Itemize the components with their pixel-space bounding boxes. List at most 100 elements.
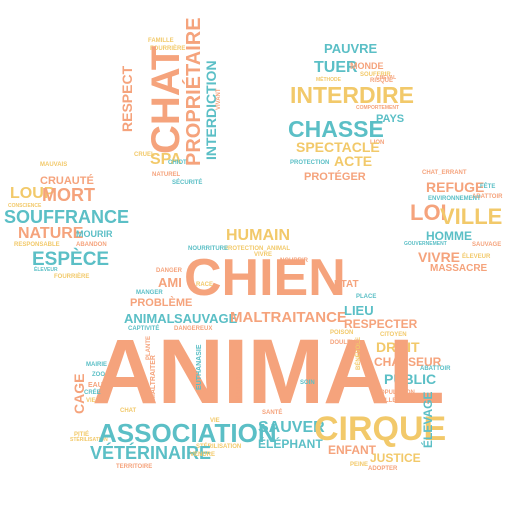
word-loi: LOI (410, 200, 447, 225)
word-population: POPULATION (376, 390, 415, 396)
word-mauvais: MAUVAIS (40, 162, 68, 168)
word-conscience: CONSCIENCE (8, 203, 42, 209)
word-chat-errant: CHAT_ERRANT (422, 170, 467, 176)
word-risque: RISQUE (370, 78, 394, 84)
word-abattoir: ABATTOIR (472, 194, 503, 200)
word-manger: MANGER (136, 290, 163, 296)
word-elephant: ÉLÉPHANT (258, 437, 323, 451)
word-protection: PROTECTION (290, 160, 330, 166)
word-nourriture: NOURRITURE (188, 246, 228, 252)
word-environnement: ENVIRONNEMENT (428, 196, 481, 202)
word-proteger: PROTÉGER (304, 171, 366, 183)
word-fete: FÊTE (480, 184, 496, 190)
word-abattoir-2: ABATTOIR (420, 366, 451, 372)
word-peine: PEINE (350, 462, 369, 468)
word-interdire: INTERDIRE (290, 82, 414, 108)
word-responsable: RESPONSABLE (14, 242, 60, 248)
word-national: NATIONAL (236, 369, 242, 400)
word-chien: CHIEN (184, 249, 346, 307)
word-danger: DANGER (156, 268, 183, 274)
word-massacre: MASSACRE (430, 263, 488, 274)
word-fourriere: FOURRIÈRE (150, 46, 186, 52)
word-mourir: MOURIR (76, 229, 113, 239)
word-sterilisation: STÉRILISATION (196, 444, 242, 450)
word-adopter: ADOPTER (368, 466, 398, 472)
word-chiot: CHIOT (168, 160, 187, 166)
word-zoo: ZOO (92, 372, 105, 378)
word-citoyen: CITOYEN (380, 332, 407, 338)
word-maltraitance: MALTRAITANCE (230, 309, 347, 326)
word-espece: ESPÈCE (32, 249, 110, 270)
word-mort: MORT (42, 185, 95, 205)
word-nourrir: NOURRIR (280, 258, 308, 264)
word-refuge: REFUGE (426, 179, 485, 195)
word-pitie: PITIÉ (74, 432, 90, 438)
word-naturel: NATUREL (152, 172, 181, 178)
word-vivant: VIVANT (216, 88, 222, 110)
word-tuer: TUER (314, 59, 358, 76)
word-abandon: ABANDON (76, 242, 107, 248)
word-vivre: VIVRE (418, 249, 461, 265)
word-souffrir: SOUFFRIR (360, 72, 391, 78)
word-vivre-2: VIVRE (254, 252, 273, 258)
word-souffrance: SOUFFRANCE (4, 207, 129, 227)
word-sauver: SAUVER (258, 419, 325, 436)
word-spectacle: SPECTACLE (296, 139, 380, 155)
word-poison: POISON (330, 330, 354, 336)
word-race: RACE (196, 282, 214, 288)
word-respect: RESPECT (119, 65, 135, 132)
word-collectivite: COLLECTIVITÉ (376, 398, 420, 404)
word-methode: MÉTHODE (316, 77, 341, 83)
word-elevage: ÉLEVAGE (421, 391, 435, 448)
word-elever: ÉLEVEUR (34, 267, 58, 273)
word-securite: SÉCURITÉ (172, 180, 203, 186)
word-enfant: ENFANT (328, 443, 376, 457)
word-vie: VIE (210, 418, 220, 424)
word-nature: NATURE (18, 225, 84, 242)
word-public: PUBLIC (384, 371, 437, 387)
word-respecter: RESPECTER (344, 317, 418, 331)
word-famille: FAMILLE (148, 38, 174, 44)
word-ville: VILLE (440, 204, 503, 229)
word-lion: LION (370, 140, 385, 146)
word-loup: LOUP (10, 185, 55, 202)
word-chasse: CHASSE (288, 116, 384, 142)
word-acte: ACTE (334, 153, 373, 169)
word-sante: SANTÉ (262, 410, 283, 416)
word-cheval: CHEVAL (376, 75, 397, 81)
word-pauvre: PAUVRE (324, 41, 378, 56)
word-captivite: CAPTIVITÉ (128, 326, 160, 332)
word-douleur: DOULEUR (330, 340, 360, 346)
word-sauvage: SAUVAGE (174, 311, 238, 326)
word-maltraiter: MALTRAITER (150, 355, 157, 400)
word-veterinaire: VÉTÉRINAIRE (90, 443, 212, 463)
word-eleveur: ÉLEVEUR (462, 254, 491, 260)
word-monde: MONDE (350, 61, 384, 71)
word-cree: CRÉE (84, 390, 101, 396)
word-soin: SOIN (300, 380, 315, 386)
word-probleme: PROBLÈME (130, 297, 193, 309)
word-protection-animal: PROTECTION_ANIMAL (224, 246, 290, 252)
word-interdiction: INTERDICTION (203, 60, 219, 160)
word-animal: ANIMAL (92, 321, 445, 423)
word-etat: ÉTAT (334, 279, 359, 290)
word-territoire: TERRITOIRE (116, 464, 153, 470)
word-proprietaire: PROPRIÉTAIRE (183, 17, 205, 166)
word-euthanasie: EUTHANASIE (196, 344, 203, 390)
word-vide: VIE (86, 398, 96, 404)
word-animal-small: ANIMAL (124, 311, 175, 326)
word-chat-small: CHAT (120, 408, 137, 414)
word-vendre: VENDRE (190, 452, 216, 458)
word-place: PLACE (356, 294, 377, 300)
word-droit: DROIT (376, 339, 420, 355)
word-pays: PAYS (376, 113, 405, 125)
word-association: ASSOCIATION (98, 418, 277, 448)
word-cruel: CRUEL (134, 152, 155, 158)
word-gouvernement: GOUVERNEMENT (404, 241, 447, 247)
word-homme: HOMME (426, 229, 472, 243)
word-lieu: LIEU (344, 303, 374, 318)
word-chasseur: CHASSEUR (374, 355, 442, 369)
word-cruaute: CRUAUTÉ (40, 175, 94, 187)
word-eau: EAU (88, 382, 103, 389)
